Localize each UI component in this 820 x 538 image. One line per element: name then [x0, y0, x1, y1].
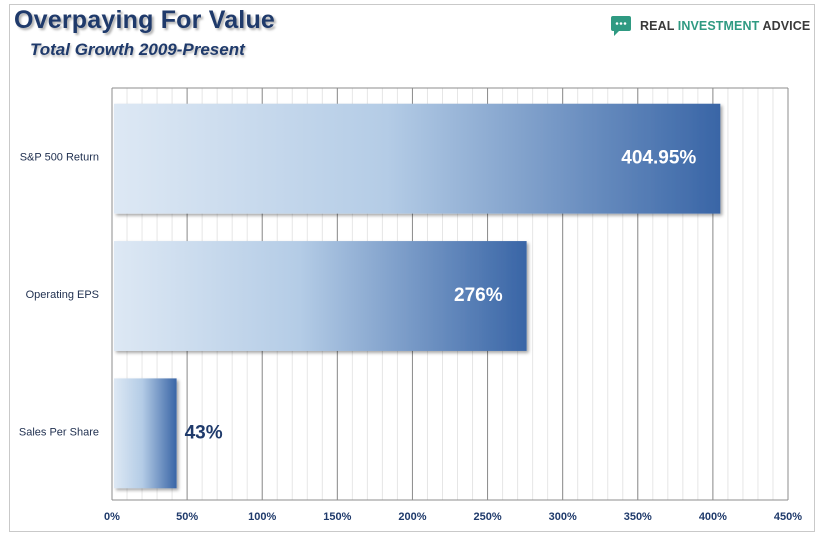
bar — [114, 378, 177, 489]
brand-logo: REAL INVESTMENT ADVICE — [610, 14, 810, 38]
x-tick-label: 50% — [176, 511, 198, 523]
bar — [114, 241, 527, 351]
x-tick-label: 450% — [774, 511, 802, 523]
x-tick-label: 0% — [104, 511, 120, 523]
x-tick-label: 150% — [323, 511, 351, 523]
x-tick-label: 250% — [473, 511, 501, 523]
x-tick-label: 350% — [624, 511, 652, 523]
data-label: 43% — [185, 422, 223, 443]
x-tick-label: 200% — [398, 511, 426, 523]
category-label: S&P 500 Return — [20, 152, 99, 164]
brand-name-part1: REAL — [640, 19, 678, 33]
chart-subtitle: Total Growth 2009-Present — [30, 40, 245, 59]
brand-name-part3: ADVICE — [759, 19, 811, 33]
x-tick-label: 300% — [549, 511, 577, 523]
chat-bubble-icon — [611, 16, 631, 36]
brand-name-part2: INVESTMENT — [677, 19, 760, 33]
category-label: Sales Per Share — [19, 426, 99, 438]
data-label: 276% — [454, 285, 503, 306]
bar — [114, 103, 721, 214]
x-tick-label: 100% — [248, 511, 276, 523]
plot-area: 0% 50% 100% 150% 200% 250% 300% 350% 400% 450% S&P… — [19, 87, 802, 523]
category-label: Operating EPS — [26, 289, 99, 301]
data-label: 404.95% — [621, 148, 696, 169]
chart-title: Overpaying For Value — [14, 6, 276, 34]
brand-name: REAL INVESTMENT ADVICE — [640, 19, 810, 33]
x-tick-label: 400% — [699, 511, 727, 523]
